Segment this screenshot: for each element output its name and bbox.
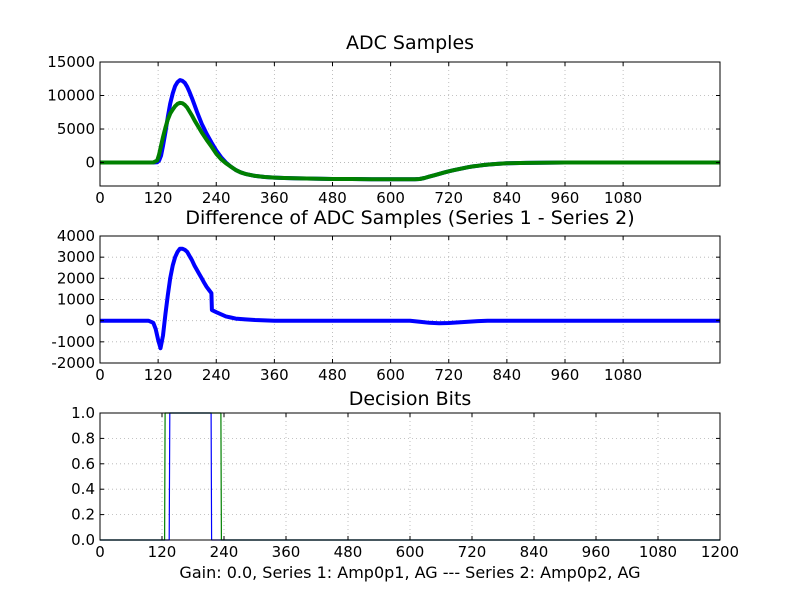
x-tick-label: 1080 [604, 366, 642, 384]
x-tick-label: 120 [148, 543, 177, 561]
x-tick-label: 960 [551, 366, 580, 384]
x-tick-label: 480 [318, 366, 347, 384]
y-tick-label: 3000 [57, 248, 95, 266]
y-axis: 0 5000 10000 15000 [47, 53, 720, 172]
series-group [100, 78, 720, 182]
series-group [100, 246, 720, 351]
x-tick-label: 720 [458, 543, 487, 561]
axes-frame [99, 61, 721, 187]
x-tick-label: 120 [144, 366, 173, 384]
y-tick-label: 1.0 [71, 404, 95, 422]
x-tick-label: 240 [202, 189, 231, 207]
y-tick-label: 0 [85, 312, 95, 330]
x-tick-label: 120 [144, 189, 173, 207]
y-tick-label: 0.4 [71, 480, 95, 498]
y-tick-label: 0 [85, 154, 95, 172]
x-axis: 0 120 240 360 480 600 720 840 960 1080 [95, 236, 642, 384]
y-tick-label: 0.2 [71, 506, 95, 524]
x-tick-label: 720 [434, 189, 463, 207]
x-tick-label: 840 [493, 189, 522, 207]
x-tick-label: 960 [551, 189, 580, 207]
series-line-1 [100, 246, 720, 351]
x-tick-label: 0 [95, 366, 105, 384]
x-tick-label: 960 [582, 543, 611, 561]
chart-adc-samples: ADC Samples 0 120 240 360 480 600 720 840 960 108… [47, 32, 721, 207]
chart-title: ADC Samples [346, 32, 474, 54]
x-tick-label: 840 [493, 366, 522, 384]
x-axis: 0 120 240 360 480 600 720 840 960 1080 [95, 62, 642, 207]
y-tick-label: 0.0 [71, 531, 95, 549]
y-axis: 0.0 0.2 0.4 0.6 0.8 1.0 [71, 404, 720, 549]
x-tick-label: 480 [318, 189, 347, 207]
y-tick-label: -2000 [51, 354, 95, 372]
x-tick-label: 720 [434, 366, 463, 384]
x-tick-label: 600 [396, 543, 425, 561]
y-tick-label: 4000 [57, 227, 95, 245]
grid [100, 413, 720, 540]
y-tick-label: 1000 [57, 291, 95, 309]
figure-caption: Gain: 0.0, Series 1: Amp0p1, AG --- Seri… [179, 563, 640, 582]
x-axis: 0 120 240 360 480 600 720 840 960 1080 1200 [95, 413, 739, 561]
x-tick-label: 1200 [701, 543, 739, 561]
y-tick-label: 15000 [47, 53, 95, 71]
x-tick-label: 1080 [604, 189, 642, 207]
x-tick-label: 1080 [639, 543, 677, 561]
y-tick-label: 0.8 [71, 429, 95, 447]
x-tick-label: 600 [376, 189, 405, 207]
x-tick-label: 360 [260, 189, 289, 207]
x-tick-label: 480 [334, 543, 363, 561]
y-tick-label: 10000 [47, 87, 95, 105]
x-tick-label: 600 [376, 366, 405, 384]
y-axis: -2000 -1000 0 1000 2000 3000 4000 [51, 227, 720, 372]
chart-title: Decision Bits [349, 388, 472, 410]
x-tick-label: 360 [272, 543, 301, 561]
y-tick-label: 2000 [57, 269, 95, 287]
x-tick-label: 0 [95, 189, 105, 207]
x-tick-label: 240 [210, 543, 239, 561]
x-tick-label: 0 [95, 543, 105, 561]
y-tick-label: 0.6 [71, 455, 95, 473]
series-line-2 [100, 100, 720, 182]
y-tick-label: -1000 [51, 333, 95, 351]
x-tick-label: 840 [520, 543, 549, 561]
chart-difference: Difference of ADC Samples (Series 1 - Se… [51, 207, 721, 384]
x-tick-label: 240 [202, 366, 231, 384]
chart-decision-bits: Decision Bits 0 120 240 360 480 600 720 840 960 1… [71, 388, 739, 561]
chart-title: Difference of ADC Samples (Series 1 - Se… [185, 207, 634, 229]
x-tick-label: 360 [260, 366, 289, 384]
y-tick-label: 5000 [57, 120, 95, 138]
